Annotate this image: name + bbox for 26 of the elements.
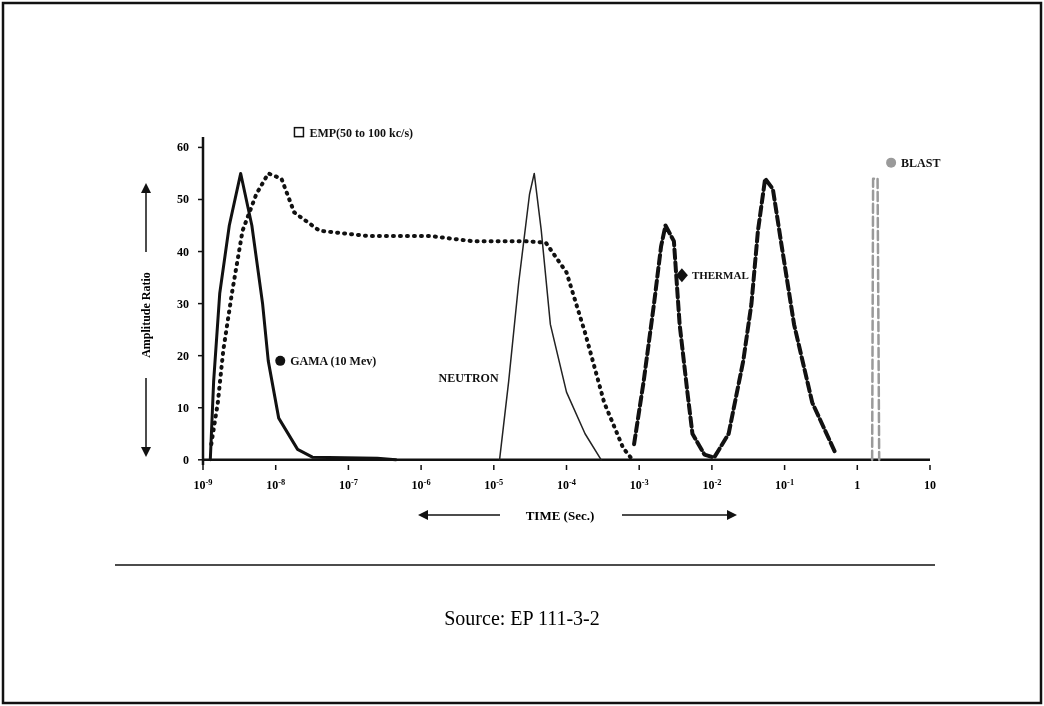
x-axis-title: TIME (Sec.) (525, 508, 595, 523)
y-tick-label: 10 (177, 400, 189, 415)
x-tick-label: 10$^{-8}$ (266, 477, 286, 492)
x-tick-label: 10 (924, 478, 936, 492)
y-tick-label: 50 (177, 192, 189, 207)
x-tick-label: 1 (854, 478, 861, 492)
y-tick-label: 0 (183, 452, 189, 467)
y-tick-label: 20 (177, 348, 189, 363)
x-tick-label: 10$^{-7}$ (338, 477, 358, 492)
y-tick-label: 60 (177, 140, 189, 155)
x-tick-label: 10$^{-4}$ (557, 477, 577, 492)
legend-label: GAMA (10 Mev) (290, 353, 377, 368)
legend-label: THERMAL (691, 269, 749, 282)
x-tick-label: 10$^{-9}$ (193, 477, 213, 492)
legend-label: BLAST (901, 155, 941, 170)
source-note: Source: EP 111-3-2 (444, 607, 600, 629)
legend-label: EMP(50 to 100 kc/s) (309, 125, 414, 140)
x-tick-label: 10$^{-3}$ (629, 477, 649, 492)
y-tick-label: 30 (177, 296, 189, 311)
y-axis-title: Amplitude Ratio (139, 272, 153, 358)
x-tick-label: 10$^{-2}$ (702, 477, 722, 492)
y-tick-label: 40 (177, 244, 189, 259)
x-tick-label: 10$^{-5}$ (484, 477, 504, 492)
x-tick-label: 10$^{-1}$ (775, 477, 795, 492)
x-tick-label: 10$^{-6}$ (411, 477, 431, 492)
series-label: NEUTRON (438, 370, 499, 385)
